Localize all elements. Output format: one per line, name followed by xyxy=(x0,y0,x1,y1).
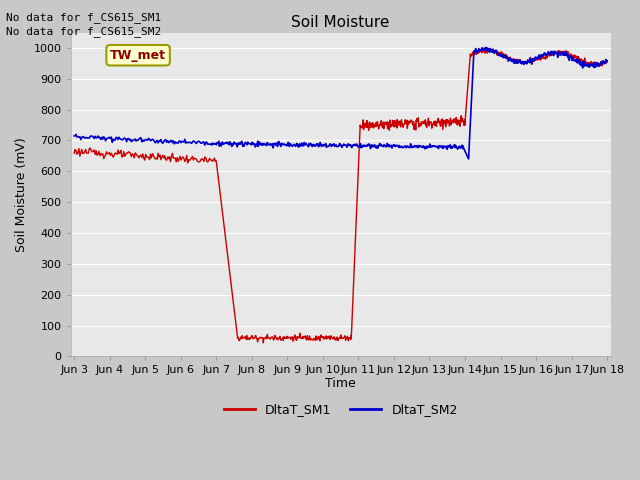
DltaT_SM2 xyxy=(482,45,490,50)
DltaT_SM2 xyxy=(502,55,509,60)
DltaT_SM1 xyxy=(419,120,426,125)
DltaT_SM2 xyxy=(70,133,78,139)
DltaT_SM1 xyxy=(367,120,374,126)
X-axis label: Time: Time xyxy=(325,377,356,390)
Line: DltaT_SM2: DltaT_SM2 xyxy=(74,48,607,159)
DltaT_SM2 xyxy=(390,142,398,147)
DltaT_SM1 xyxy=(259,340,267,346)
Y-axis label: Soil Moisture (mV): Soil Moisture (mV) xyxy=(15,137,28,252)
Text: No data for f_CS615_SM1: No data for f_CS615_SM1 xyxy=(6,12,162,23)
DltaT_SM2 xyxy=(465,156,472,162)
DltaT_SM1 xyxy=(349,297,356,302)
DltaT_SM2 xyxy=(266,141,274,146)
Text: TW_met: TW_met xyxy=(110,49,166,62)
DltaT_SM1 xyxy=(95,148,103,154)
Line: DltaT_SM1: DltaT_SM1 xyxy=(74,48,607,343)
DltaT_SM1 xyxy=(501,52,509,58)
DltaT_SM1 xyxy=(181,158,189,164)
DltaT_SM2 xyxy=(604,58,611,63)
DltaT_SM2 xyxy=(583,62,591,68)
Legend: DltaT_SM1, DltaT_SM2: DltaT_SM1, DltaT_SM2 xyxy=(219,398,463,421)
DltaT_SM1 xyxy=(486,46,494,51)
Text: No data for f_CS615_SM2: No data for f_CS615_SM2 xyxy=(6,26,162,37)
Title: Soil Moisture: Soil Moisture xyxy=(291,15,390,30)
DltaT_SM2 xyxy=(100,134,108,140)
DltaT_SM1 xyxy=(604,59,611,65)
DltaT_SM2 xyxy=(463,153,471,159)
DltaT_SM1 xyxy=(70,150,78,156)
